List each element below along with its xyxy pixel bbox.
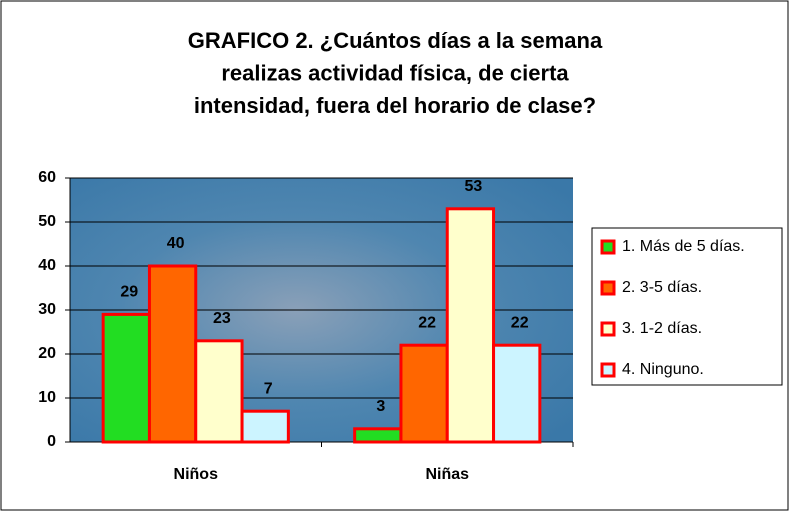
y-tick-label: 50 [38,213,56,230]
data-label: 22 [511,314,529,331]
chart-title-text: GRAFICO 2. ¿Cuántos días a la semana real… [188,28,603,118]
bar [492,343,542,444]
bar [445,207,496,444]
data-label: 7 [264,380,273,397]
bar [240,409,290,444]
y-tick-label: 60 [38,169,56,186]
data-label: 3 [376,398,385,415]
data-label: 40 [167,235,185,252]
y-tick-label: 20 [38,345,56,362]
legend-swatch [600,239,616,255]
legend-swatch [600,321,616,337]
legend-label: 3. 1-2 días. [622,320,702,337]
bar [147,264,198,444]
legend-label: 4. Ninguno. [622,361,704,378]
bar [101,312,151,444]
data-label: 29 [120,284,138,301]
legend-box [591,227,783,386]
legend-label: 2. 3-5 días. [622,279,702,296]
y-tick-label: 40 [38,257,56,274]
legend-swatch [600,280,616,296]
y-tick-label: 0 [47,433,56,450]
data-label: 23 [213,310,231,327]
x-tick-label: Niñas [425,466,469,483]
legend-label: 1. Más de 5 días. [622,238,745,255]
bar [399,343,449,444]
chart-title: GRAFICO 2. ¿Cuántos días a la semana real… [188,28,603,118]
data-label: 53 [465,178,483,195]
data-label: 22 [418,314,436,331]
legend-swatch [600,362,616,378]
bar [353,427,403,444]
y-tick-label: 30 [38,301,56,318]
bar [194,339,244,444]
x-tick-label: Niños [174,466,219,483]
y-tick-label: 10 [38,389,56,406]
